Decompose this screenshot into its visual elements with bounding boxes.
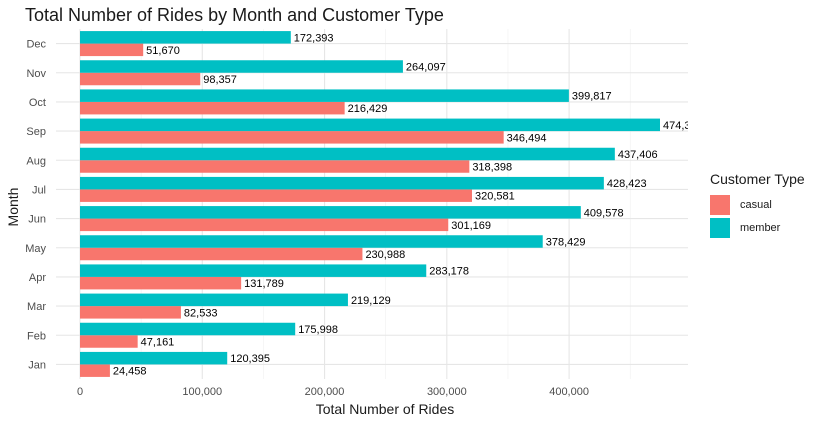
data-label-member-nov: 264,097 (406, 62, 446, 74)
bar-casual-dec (80, 43, 144, 57)
data-label-casual-dec: 51,670 (146, 45, 180, 57)
data-label-member-feb: 175,998 (298, 324, 338, 336)
x-tick-label: 400,000 (549, 386, 589, 398)
bar-casual-feb (80, 335, 138, 348)
data-label-casual-may: 230,988 (365, 249, 405, 261)
data-label-member-jan: 120,395 (230, 353, 270, 365)
data-label-member-oct: 399,817 (572, 91, 612, 103)
bar-casual-aug (80, 160, 470, 173)
bar-member-aug (80, 147, 615, 161)
data-label-member-may: 378,429 (546, 237, 586, 249)
data-label-member-mar: 219,129 (351, 295, 391, 307)
bar-member-mar (80, 293, 348, 307)
bars (80, 31, 660, 377)
data-label-casual-mar: 82,533 (184, 307, 218, 319)
bar-casual-apr (80, 276, 242, 290)
legend-label-member: member (740, 221, 781, 234)
bar-casual-jul (80, 189, 472, 202)
legend: Customer Type casual member (710, 171, 805, 239)
bar-casual-jan (80, 364, 110, 377)
data-label-member-aug: 437,406 (618, 149, 658, 161)
data-label-member-sep: 474,3 (663, 120, 691, 132)
bar-casual-jun (80, 218, 449, 232)
y-tick-label: Oct (29, 97, 46, 109)
legend-item-member: member (710, 216, 805, 239)
bar-member-jan (80, 351, 228, 365)
bar-member-may (80, 235, 543, 248)
data-label-casual-nov: 98,357 (203, 74, 237, 86)
bar-member-sep (80, 118, 660, 132)
data-label-casual-feb: 47,161 (141, 337, 175, 349)
bar-member-jul (80, 176, 604, 190)
data-label-member-jul: 428,423 (607, 178, 647, 190)
y-tick-label: Sep (26, 126, 46, 138)
y-tick-label: Nov (26, 68, 46, 80)
y-tick-label: Mar (27, 301, 46, 313)
data-label-casual-apr: 131,789 (244, 278, 284, 290)
data-label-casual-oct: 216,429 (348, 103, 388, 115)
bar-casual-oct (80, 101, 345, 115)
bar-member-apr (80, 264, 427, 277)
x-tick-label: 100,000 (182, 386, 222, 398)
bar-member-nov (80, 60, 403, 73)
legend-swatch-casual (710, 194, 730, 215)
x-axis-title: Total Number of Rides (316, 401, 455, 417)
y-axis-title: Month (5, 188, 21, 227)
data-label-casual-jan: 24,458 (113, 366, 147, 378)
y-tick-label: Apr (29, 272, 46, 284)
legend-item-casual: casual (710, 193, 805, 216)
y-tick-label: Dec (26, 39, 46, 51)
bar-member-jun (80, 206, 581, 219)
bar-member-dec (80, 31, 291, 44)
data-label-casual-aug: 318,398 (472, 162, 512, 174)
data-label-member-jun: 409,578 (584, 207, 624, 219)
y-tick-label: Jun (28, 214, 46, 226)
y-tick-label: Feb (27, 330, 46, 342)
x-tick-label: 200,000 (305, 386, 345, 398)
chart-title: Total Number of Rides by Month and Custo… (25, 5, 444, 25)
data-label-casual-jun: 301,169 (451, 220, 491, 232)
legend-label-casual: casual (740, 198, 772, 211)
bar-casual-mar (80, 306, 181, 319)
bar-casual-may (80, 247, 363, 261)
y-tick-label: Aug (26, 155, 46, 167)
bar-member-oct (80, 89, 569, 102)
y-tick-label: May (25, 243, 46, 255)
x-tick-label: 300,000 (427, 386, 467, 398)
legend-swatch-member (710, 217, 730, 238)
axes: Jan Feb Mar Apr May Jun Jul Aug Sep Oct Nov Dec 0 100… (25, 39, 589, 398)
bar-casual-nov (80, 72, 201, 86)
legend-title: Customer Type (710, 171, 805, 187)
data-label-casual-sep: 346,494 (507, 132, 547, 144)
data-label-member-dec: 172,393 (294, 32, 334, 44)
data-label-casual-jul: 320,581 (475, 191, 515, 203)
x-tick-label: 0 (77, 386, 83, 398)
data-labels: 24,458 120,395 47,161 175,998 82,533 219,129 1… (113, 32, 691, 378)
bar-casual-sep (80, 131, 504, 144)
y-tick-label: Jan (28, 359, 46, 371)
bar-member-feb (80, 322, 296, 336)
data-label-member-apr: 283,178 (429, 266, 469, 278)
y-tick-label: Jul (32, 184, 46, 196)
